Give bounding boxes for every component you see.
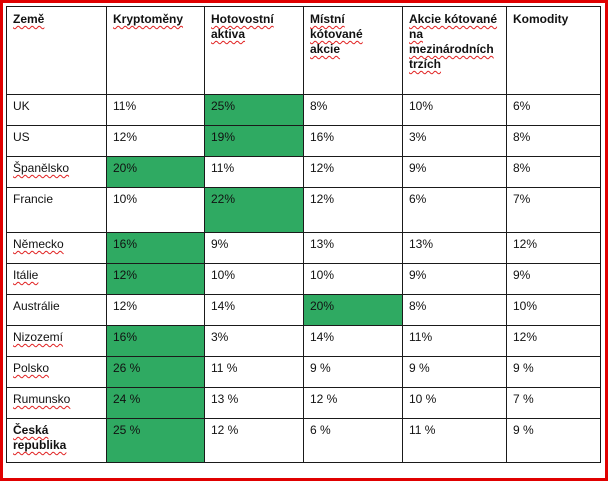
value-cell-highlighted: 24 % [106, 387, 205, 419]
country-cell: Německo [6, 232, 107, 264]
table-row: Austrálie 12% 14% 20% 8% 10% [6, 294, 601, 326]
value-cell-highlighted: 20% [303, 294, 403, 326]
value-cell: 9 % [402, 356, 507, 388]
value-cell: 9% [402, 156, 507, 188]
value-cell-highlighted: 26 % [106, 356, 205, 388]
value-cell: 9% [402, 263, 507, 295]
table-row: Německo 16% 9% 13% 13% 12% [6, 232, 601, 264]
value-cell: 14% [204, 294, 304, 326]
country-cell: Rumunsko [6, 387, 107, 419]
table-row: Itálie 12% 10% 10% 9% 9% [6, 263, 601, 295]
country-cell: Francie [6, 187, 107, 233]
value-cell-highlighted: 12% [106, 263, 205, 295]
value-cell: 8% [402, 294, 507, 326]
country-cell: Austrálie [6, 294, 107, 326]
value-cell-highlighted: 20% [106, 156, 205, 188]
table-row: UK 11% 25% 8% 10% 6% [6, 94, 601, 126]
header-row: Země Kryptoměny Hotovostní aktiva Místní… [6, 6, 601, 95]
header-cash: Hotovostní aktiva [204, 6, 304, 95]
allocation-table: Země Kryptoměny Hotovostní aktiva Místní… [6, 6, 601, 463]
value-cell: 12% [506, 325, 601, 357]
header-country: Země [6, 6, 107, 95]
value-cell: 9 % [506, 418, 601, 463]
country-cell: Česká republika [6, 418, 107, 463]
value-cell: 11% [106, 94, 205, 126]
value-cell: 14% [303, 325, 403, 357]
value-cell-highlighted: 22% [204, 187, 304, 233]
value-cell: 10% [303, 263, 403, 295]
value-cell: 9% [506, 263, 601, 295]
value-cell: 6% [402, 187, 507, 233]
table-row: Česká republika 25 % 12 % 6 % 11 % 9 % [6, 418, 601, 463]
table-row: US 12% 19% 16% 3% 8% [6, 125, 601, 157]
value-cell: 13 % [204, 387, 304, 419]
value-cell: 3% [402, 125, 507, 157]
value-cell: 12% [106, 294, 205, 326]
value-cell-highlighted: 19% [204, 125, 304, 157]
value-cell: 7% [506, 187, 601, 233]
value-cell: 11% [402, 325, 507, 357]
value-cell: 10% [402, 94, 507, 126]
country-cell: US [6, 125, 107, 157]
value-cell: 10% [204, 263, 304, 295]
value-cell: 6% [506, 94, 601, 126]
table-row: Polsko 26 % 11 % 9 % 9 % 9 % [6, 356, 601, 388]
value-cell: 8% [506, 156, 601, 188]
country-cell: Itálie [6, 263, 107, 295]
value-cell: 10 % [402, 387, 507, 419]
country-cell: Nizozemí [6, 325, 107, 357]
value-cell: 11 % [402, 418, 507, 463]
value-cell: 9 % [303, 356, 403, 388]
header-local-stocks: Místní kótované akcie [303, 6, 403, 95]
value-cell: 13% [303, 232, 403, 264]
header-commodities: Komodity [506, 6, 601, 95]
value-cell: 12 % [204, 418, 304, 463]
value-cell: 10% [106, 187, 205, 233]
header-crypto: Kryptoměny [106, 6, 205, 95]
country-cell: Polsko [6, 356, 107, 388]
value-cell: 7 % [506, 387, 601, 419]
value-cell: 12% [303, 187, 403, 233]
value-cell-highlighted: 16% [106, 325, 205, 357]
table-row: Španělsko 20% 11% 12% 9% 8% [6, 156, 601, 188]
value-cell: 12% [303, 156, 403, 188]
table-row: Francie 10% 22% 12% 6% 7% [6, 187, 601, 233]
table-row: Nizozemí 16% 3% 14% 11% 12% [6, 325, 601, 357]
country-cell: UK [6, 94, 107, 126]
value-cell: 12% [106, 125, 205, 157]
value-cell-highlighted: 25 % [106, 418, 205, 463]
value-cell: 12 % [303, 387, 403, 419]
value-cell: 11% [204, 156, 304, 188]
value-cell: 13% [402, 232, 507, 264]
value-cell: 12% [506, 232, 601, 264]
value-cell: 10% [506, 294, 601, 326]
header-intl-stocks: Akcie kótované na mezinárodních trzích [402, 6, 507, 95]
value-cell: 8% [506, 125, 601, 157]
value-cell-highlighted: 16% [106, 232, 205, 264]
value-cell: 11 % [204, 356, 304, 388]
value-cell: 3% [204, 325, 304, 357]
country-cell: Španělsko [6, 156, 107, 188]
table-row: Rumunsko 24 % 13 % 12 % 10 % 7 % [6, 387, 601, 419]
value-cell: 16% [303, 125, 403, 157]
value-cell: 9% [204, 232, 304, 264]
value-cell: 9 % [506, 356, 601, 388]
value-cell: 8% [303, 94, 403, 126]
value-cell-highlighted: 25% [204, 94, 304, 126]
value-cell: 6 % [303, 418, 403, 463]
